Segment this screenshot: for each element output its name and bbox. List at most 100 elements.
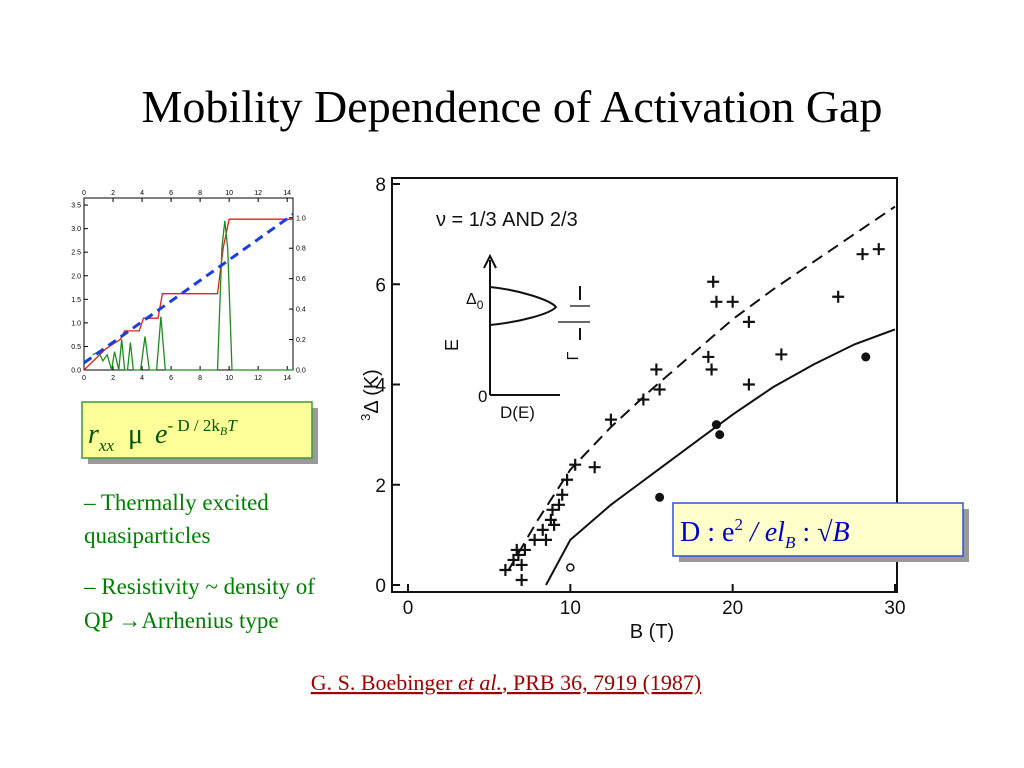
data-point xyxy=(604,413,617,426)
y2-tick-label: 0.2 xyxy=(296,337,306,344)
inset-arrow xyxy=(483,253,497,269)
bullet-line: – Thermally excited xyxy=(83,490,269,515)
x-tick-label: 10 xyxy=(225,375,233,382)
citation: G. S. Boebinger et al., PRB 36, 7919 (19… xyxy=(311,670,702,695)
fit-line xyxy=(545,328,896,586)
data-point xyxy=(702,350,715,363)
data-point xyxy=(715,430,725,440)
inset-gap: Δ0 xyxy=(466,291,484,312)
y2-tick-label: 1.0 xyxy=(296,215,306,222)
x-tick-label: 14 xyxy=(283,375,291,382)
inset-y-label: E xyxy=(442,339,462,351)
y-tick-label: 6 xyxy=(375,275,386,296)
data-point xyxy=(566,563,575,572)
x-tick-label: 12 xyxy=(254,375,262,382)
inset-dos xyxy=(489,286,558,326)
inset-gap-sub: 0 xyxy=(477,298,484,312)
data-point xyxy=(655,492,665,502)
formula-part: 2 xyxy=(734,515,743,534)
formula-part: - D / 2k xyxy=(167,416,220,435)
inset-origin: 0 xyxy=(478,387,487,406)
y-tick-label: 2.5 xyxy=(71,250,81,257)
bullets: – Thermally excited quasiparticles – Res… xyxy=(83,490,315,633)
citation-part: G. S. Boebinger xyxy=(311,670,458,695)
y-tick-label: 2 xyxy=(375,476,386,497)
data-point xyxy=(742,315,755,328)
y-tick-label: 0 xyxy=(375,576,386,597)
data-point xyxy=(711,420,721,430)
x-tick-label: 30 xyxy=(884,598,905,619)
data-point xyxy=(548,518,561,531)
y2-tick-label: 0.6 xyxy=(296,276,306,283)
y-axis-label-text: Δ (K) xyxy=(361,369,383,413)
bullet-part: QP xyxy=(84,608,118,633)
x-tick-label: 14 xyxy=(283,190,291,197)
x-tick-label: 8 xyxy=(198,375,202,382)
y-axis-label-prefix: 3 xyxy=(358,414,373,421)
x-tick-label: 6 xyxy=(169,375,173,382)
fit-line xyxy=(507,205,896,571)
citation-part: , PRB 36, 7919 (1987) xyxy=(502,670,701,695)
slide-title: Mobility Dependence of Activation Gap xyxy=(142,81,883,132)
data-point xyxy=(653,383,666,396)
y-tick-label: 3.0 xyxy=(71,226,81,233)
y-tick-label: 2.0 xyxy=(71,273,81,280)
x-tick-label: 20 xyxy=(722,598,743,619)
data-point xyxy=(528,533,541,546)
data-point xyxy=(588,461,601,474)
data-point xyxy=(556,488,569,501)
y2-tick-label: 0.0 xyxy=(296,368,306,375)
formula: D : e2 / elB : √B xyxy=(680,515,850,552)
x-tick-label: 10 xyxy=(560,598,581,619)
y-tick-label: 1.0 xyxy=(71,320,81,327)
formula-part: μ xyxy=(128,419,143,450)
y2-tick-label: 0.8 xyxy=(296,246,306,253)
formula-part: : xyxy=(795,517,817,548)
formula-part: / el xyxy=(743,517,785,548)
x-axis-label: B (T) xyxy=(630,621,674,643)
x-tick-label: 0 xyxy=(82,375,86,382)
formula-box xyxy=(81,401,313,459)
bullet-part: Arrhenius type xyxy=(141,608,278,633)
data-point xyxy=(650,363,663,376)
data-point xyxy=(552,498,565,511)
bullet-part: → xyxy=(118,608,141,633)
y-tick-label: 3.5 xyxy=(71,203,81,210)
x-tick-label: 0 xyxy=(82,190,86,197)
y-tick-label: 1.5 xyxy=(71,297,81,304)
data-point xyxy=(710,295,723,308)
formula-part: √B xyxy=(817,517,849,548)
y-tick-label: 0.5 xyxy=(71,344,81,351)
formula: rxx μ e- D / 2kBT xyxy=(88,416,238,455)
data-point xyxy=(515,558,528,571)
formula-part: B xyxy=(220,424,228,438)
data-point xyxy=(856,248,869,261)
x-tick-label: 12 xyxy=(254,190,262,197)
formula-part: D : e xyxy=(680,517,734,548)
inset-width: Γ xyxy=(565,351,582,360)
data-point xyxy=(705,363,718,376)
bullet-line: quasiparticles xyxy=(84,523,211,548)
y-tick-label: 8 xyxy=(375,175,386,196)
data-point xyxy=(726,295,739,308)
formula-box xyxy=(672,502,964,557)
series-line xyxy=(83,213,294,365)
data-point xyxy=(742,378,755,391)
data-point xyxy=(515,573,528,586)
y-tick-label: 4 xyxy=(375,376,386,397)
bullet-line: QP →Arrhenius type xyxy=(84,608,279,633)
left-chart: 0 0 2 2 4 4 6 6 8 8 10 10 12 12 14 14 0.0 0.5 1.0 1.5 2.0 2.5… xyxy=(71,190,306,382)
data-point xyxy=(707,275,720,288)
x-tick-label: 6 xyxy=(169,190,173,197)
x-tick-label: 4 xyxy=(140,375,144,382)
annotation: ν = 1/3 AND 2/3 xyxy=(436,209,578,231)
inset-drawing xyxy=(483,253,590,396)
formula-part: r xyxy=(88,419,99,450)
data-point xyxy=(861,352,871,362)
data-point xyxy=(872,243,885,256)
x-tick-label: 2 xyxy=(111,190,115,197)
y2-tick-label: 0.4 xyxy=(296,307,306,314)
x-tick-label: 4 xyxy=(140,190,144,197)
formula-part: B xyxy=(785,533,796,552)
